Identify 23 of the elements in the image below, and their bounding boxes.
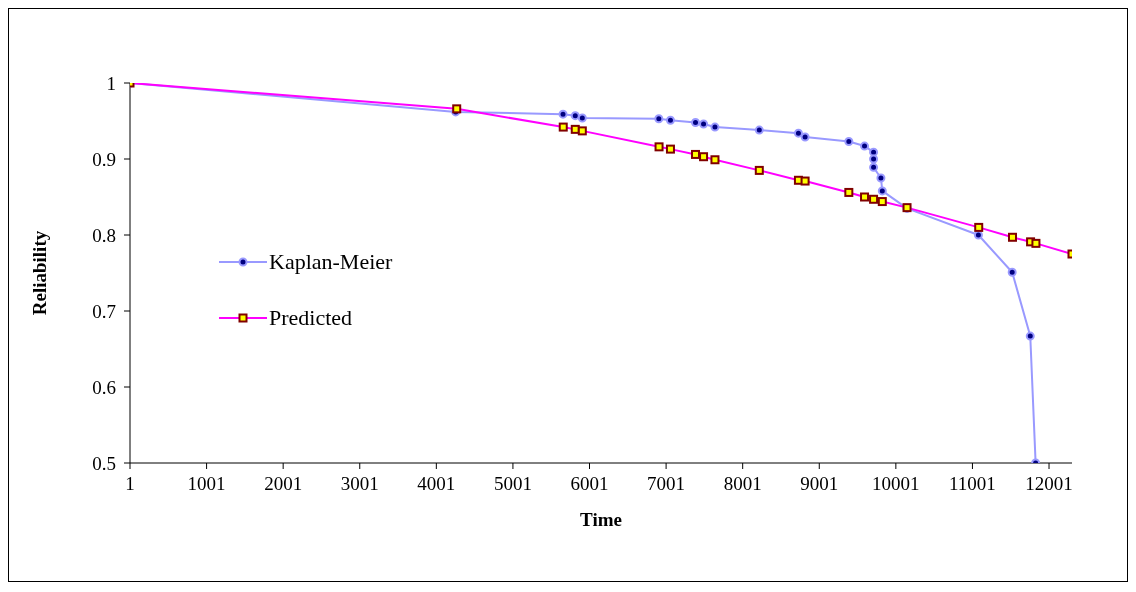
x-tick-label: 11001	[949, 473, 996, 495]
y-tick-label: 0.7	[92, 300, 116, 322]
x-tick-label: 8001	[723, 473, 762, 495]
x-tick-label: 1	[125, 473, 135, 495]
x-tick-label: 6001	[570, 473, 609, 495]
x-tick-label: 4001	[417, 473, 456, 495]
x-tick-label: 9001	[800, 473, 839, 495]
y-tick-label: 0.5	[92, 452, 116, 474]
x-tick-label: 10001	[872, 473, 920, 495]
x-tick-label: 1001	[187, 473, 226, 495]
x-tick-label: 5001	[493, 473, 532, 495]
y-tick-label: 0.9	[92, 148, 116, 170]
y-tick-label: 0.6	[92, 376, 116, 398]
x-tick-label: 2001	[264, 473, 303, 495]
y-tick-label: 1	[106, 72, 116, 94]
x-axis-title: Time	[580, 509, 622, 531]
x-tick-label: 7001	[647, 473, 686, 495]
x-tick-label: 3001	[340, 473, 379, 495]
legend-label: Predicted	[269, 305, 353, 331]
x-tick-label: 12001	[1025, 473, 1073, 495]
y-tick-label: 0.8	[92, 224, 116, 246]
legend-label: Kaplan-Meier	[269, 249, 393, 275]
y-axis-title: Reliability	[28, 230, 50, 316]
